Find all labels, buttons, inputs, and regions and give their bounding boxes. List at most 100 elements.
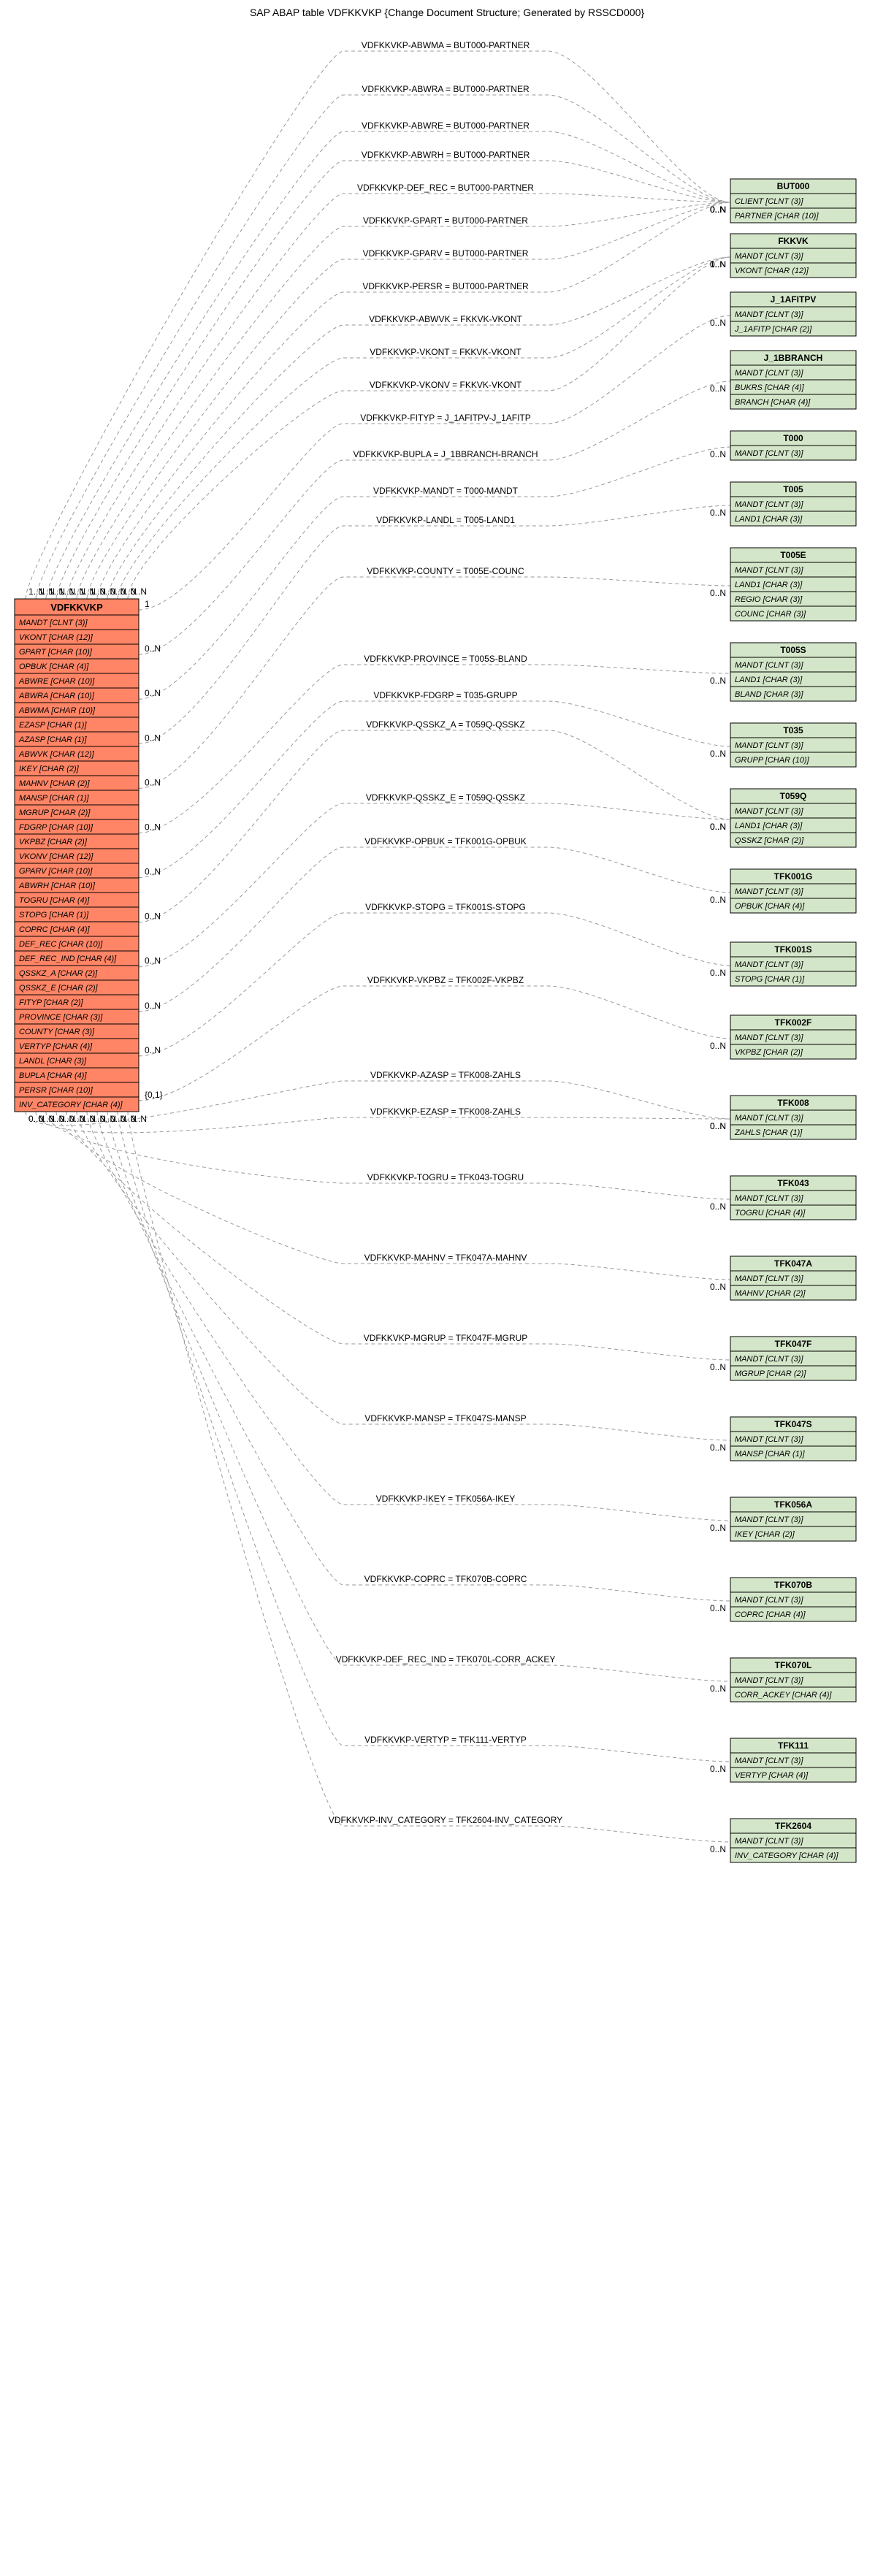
tgt-cardinality: 0..N (710, 895, 726, 905)
edge-label: VDFKKVKP-FITYP = J_1AFITPV-J_1AFITP (360, 413, 531, 423)
main-field: DEF_REC [CHAR (10)] (19, 940, 103, 949)
target-table: TFK001SMANDT [CLNT (3)]STOPG [CHAR (1)] (730, 942, 856, 986)
target-field: QSSKZ [CHAR (2)] (735, 836, 804, 845)
target-field: MANDT [CLNT (3)] (735, 1516, 803, 1524)
target-field: MANDT [CLNT (3)] (735, 1114, 803, 1123)
target-field: MANDT [CLNT (3)] (735, 566, 803, 575)
edge-label: VDFKKVKP-ABWMA = BUT000-PARTNER (362, 40, 530, 50)
relation-edge (139, 986, 730, 1101)
main-field: VERTYP [CHAR (4)] (19, 1042, 93, 1051)
target-table: T035MANDT [CLNT (3)]GRUPP [CHAR (10)] (730, 723, 856, 767)
target-field: MAHNV [CHAR (2)] (735, 1289, 806, 1298)
target-table: T005SMANDT [CLNT (3)]LAND1 [CHAR (3)]BLA… (730, 643, 856, 701)
src-cardinality: 0..N (145, 956, 161, 966)
tgt-cardinality: 0..N (710, 1442, 726, 1453)
target-table-name: TFK070B (774, 1580, 812, 1590)
edge-label: VDFKKVKP-AZASP = TFK008-ZAHLS (370, 1070, 521, 1080)
src-cardinality: 0..N (145, 688, 161, 698)
main-field: VKPBZ [CHAR (2)] (19, 838, 88, 846)
src-cardinality: 0..N (145, 911, 161, 922)
target-table-name: TFK001S (774, 944, 811, 955)
diagram-title: SAP ABAP table VDFKKVKP {Change Document… (250, 7, 644, 18)
target-field: MANDT [CLNT (3)] (735, 1757, 803, 1765)
target-field: BUKRS [CHAR (4)] (735, 383, 805, 392)
target-field: MANDT [CLNT (3)] (735, 1355, 803, 1364)
target-field: MANDT [CLNT (3)] (735, 741, 803, 750)
target-table-name: T005 (783, 484, 803, 494)
edge-label: VDFKKVKP-DEF_REC = BUT000-PARTNER (357, 183, 534, 193)
src-cardinality: 0..N (145, 822, 161, 832)
target-field: BRANCH [CHAR (4)] (735, 398, 811, 407)
target-table-name: T000 (783, 433, 803, 443)
main-field: BUPLA [CHAR (4)] (19, 1071, 87, 1080)
main-field: FDGRP [CHAR (10)] (19, 823, 93, 832)
tgt-cardinality: 0..N (710, 1764, 726, 1774)
main-field: QSSKZ_E [CHAR (2)] (19, 984, 99, 993)
edge-label: VDFKKVKP-TOGRU = TFK043-TOGRU (367, 1172, 524, 1182)
main-field: MANSP [CHAR (1)] (19, 794, 89, 803)
target-table: T005EMANDT [CLNT (3)]LAND1 [CHAR (3)]REG… (730, 548, 856, 621)
tgt-cardinality: 0..N (710, 259, 726, 270)
target-table: TFK070BMANDT [CLNT (3)]COPRC [CHAR (4)] (730, 1578, 856, 1621)
tgt-cardinality: 0..N (710, 1362, 726, 1372)
main-field: MANDT [CLNT (3)] (19, 619, 88, 627)
tgt-cardinality: 0..N (710, 383, 726, 394)
main-field: DEF_REC_IND [CHAR (4)] (19, 955, 117, 963)
target-field: LAND1 [CHAR (3)] (735, 822, 803, 830)
main-field: VKONT [CHAR (12)] (19, 633, 93, 642)
edge-label: VDFKKVKP-ABWRH = BUT000-PARTNER (362, 150, 530, 160)
main-field: AZASP [CHAR (1)] (18, 735, 87, 744)
relation-edge (128, 1112, 730, 1842)
relation-edge (46, 131, 730, 599)
relation-edge (139, 803, 730, 967)
tgt-cardinality: 0..N (710, 1282, 726, 1292)
main-field: ABWVK [CHAR (12)] (18, 750, 95, 759)
target-field: LAND1 [CHAR (3)] (735, 581, 803, 589)
relation-edge (66, 1112, 730, 1360)
edge-label: VDFKKVKP-STOPG = TFK001S-STOPG (365, 902, 526, 912)
edge-label: VDFKKVKP-DEF_REC_IND = TFK070L-CORR_ACKE… (336, 1654, 556, 1665)
target-field: OPBUK [CHAR (4)] (735, 902, 805, 911)
edge-label: VDFKKVKP-MANSP = TFK047S-MANSP (364, 1413, 526, 1423)
edge-label: VDFKKVKP-VKONT = FKKVK-VKONT (370, 347, 522, 357)
target-field: INV_CATEGORY [CHAR (4)] (735, 1851, 839, 1860)
main-field: ABWRH [CHAR (10)] (18, 882, 96, 890)
target-table-name: TFK043 (777, 1178, 809, 1188)
edge-label: VDFKKVKP-PROVINCE = T005S-BLAND (364, 654, 527, 664)
target-table-name: TFK070L (775, 1660, 812, 1670)
relation-edge (139, 505, 730, 744)
target-field: MANDT [CLNT (3)] (735, 661, 803, 670)
edge-label: VDFKKVKP-COUNTY = T005E-COUNC (367, 566, 524, 576)
relation-edge (77, 202, 730, 599)
target-table: TFK070LMANDT [CLNT (3)]CORR_ACKEY [CHAR … (730, 1658, 856, 1702)
target-field: J_1AFITP [CHAR (2)] (734, 325, 812, 334)
edge-label: VDFKKVKP-GPARV = BUT000-PARTNER (363, 248, 529, 259)
target-field: TOGRU [CHAR (4)] (735, 1209, 806, 1218)
target-table: J_1AFITPVMANDT [CLNT (3)]J_1AFITP [CHAR … (730, 292, 856, 336)
target-table-name: J_1BBRANCH (764, 353, 823, 363)
relation-edge (118, 257, 730, 599)
relation-edge (107, 1112, 730, 1681)
edge-label: VDFKKVKP-PERSR = BUT000-PARTNER (362, 281, 529, 291)
main-field: PROVINCE [CHAR (3)] (19, 1013, 103, 1022)
tgt-cardinality: 0..N (710, 1523, 726, 1533)
target-field: MANDT [CLNT (3)] (735, 369, 803, 378)
main-field: ABWRA [CHAR (10)] (18, 692, 95, 700)
main-field: STOPG [CHAR (1)] (19, 911, 89, 920)
edge-label: VDFKKVKP-OPBUK = TFK001G-OPBUK (364, 836, 527, 846)
relation-edge (128, 257, 730, 599)
target-field: LAND1 [CHAR (3)] (735, 676, 803, 684)
target-table-name: TFK056A (774, 1499, 812, 1510)
src-cardinality: {0,1} (145, 1090, 163, 1100)
target-field: MANDT [CLNT (3)] (735, 310, 803, 319)
target-table: FKKVKMANDT [CLNT (3)]VKONT [CHAR (12)] (730, 234, 856, 278)
main-field: EZASP [CHAR (1)] (19, 721, 87, 730)
target-field: VKONT [CHAR (12)] (735, 267, 809, 275)
relation-edge (107, 257, 730, 599)
target-field: IKEY [CHAR (2)] (735, 1530, 795, 1539)
target-field: MANDT [CLNT (3)] (735, 1033, 803, 1042)
main-field: PERSR [CHAR (10)] (19, 1086, 93, 1095)
target-table: TFK043MANDT [CLNT (3)]TOGRU [CHAR (4)] (730, 1176, 856, 1220)
target-table: TFK056A MANDT [CLNT (3)] IKEY [CHAR (2)] (730, 1497, 856, 1541)
src-cardinality: 1 (145, 599, 150, 609)
